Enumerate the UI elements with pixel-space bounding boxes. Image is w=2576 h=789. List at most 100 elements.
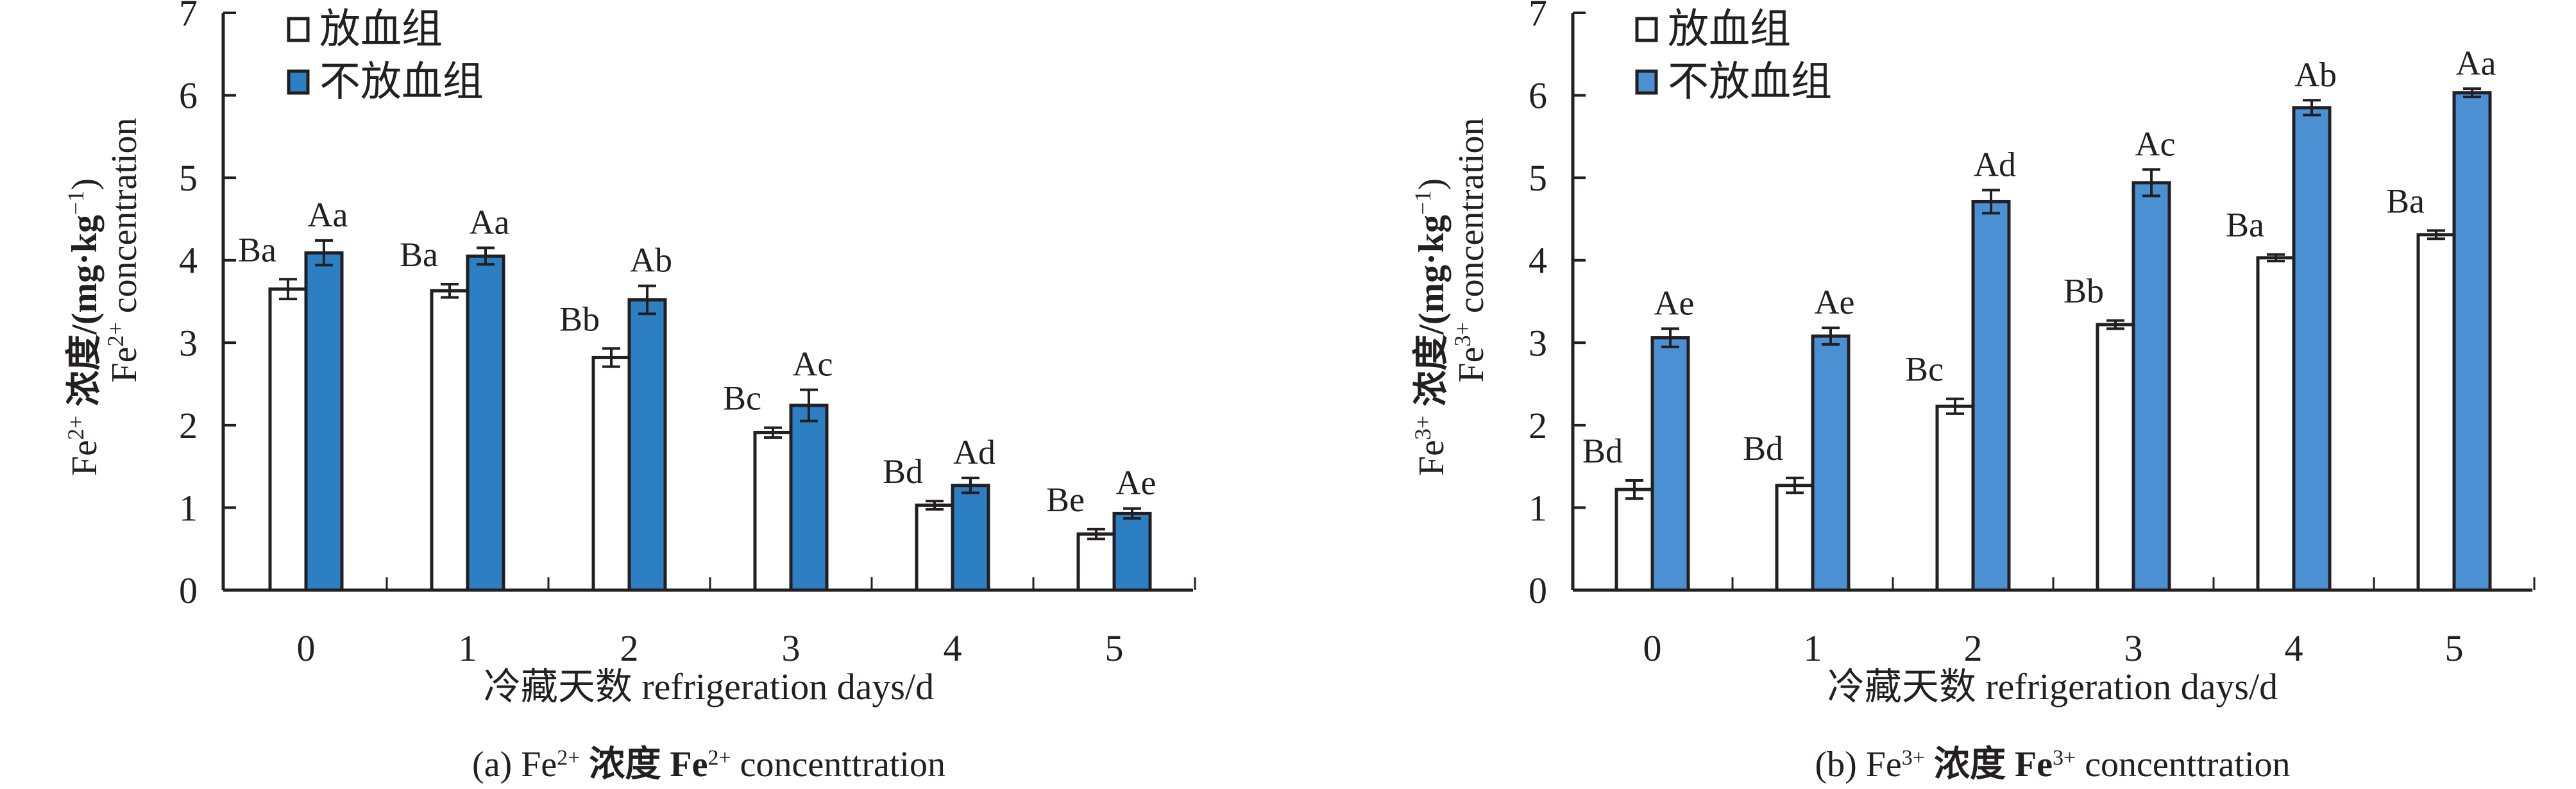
figure-caption: (b) Fe3+ 浓度 Fe3+ concenttration [1815, 745, 2290, 785]
y-label-superscript: −1 [1410, 191, 1436, 215]
bar-unbled [2452, 91, 2492, 592]
x-tick-label: 1 [459, 627, 477, 669]
significance-label: Ac [793, 345, 833, 384]
y-tick-label: 5 [1529, 157, 1547, 199]
y-label-text: 浓度/(mg·kg [1412, 215, 1452, 416]
x-tick-label: 4 [2285, 627, 2303, 669]
significance-label: Ad [953, 433, 996, 471]
x-tick-label: 5 [2445, 627, 2464, 669]
y-label-text: ) [1412, 178, 1452, 191]
chart-panel-a: 0 1 2 3 4 5 6 7 0 Ba Aa 1 Ba Aa 2 Bb Ab 3 Bc Ac 4 Bd Ad 5 Be Ae 放血… [63, 0, 1196, 785]
bar-unbled [466, 254, 505, 592]
legend-label: 放血组 [1668, 6, 1791, 53]
y-label-superscript: 3+ [1410, 416, 1436, 440]
x-tick-label: 2 [620, 627, 639, 669]
bar-unbled [1650, 336, 1690, 592]
y-label-text: concentration [105, 117, 144, 322]
significance-label: Aa [2456, 44, 2496, 82]
significance-label: Bc [723, 379, 761, 418]
bar-bled [430, 289, 470, 592]
bar-bled [1775, 484, 1815, 592]
significance-label: Ab [630, 241, 672, 280]
legend-swatch [1635, 17, 1658, 42]
significance-label: Ab [2294, 55, 2337, 94]
caption-text: concenttration [731, 745, 945, 785]
x-tick-label: 0 [297, 627, 316, 669]
bar-bled [1935, 404, 1975, 592]
y-label-text: concentration [1452, 117, 1491, 322]
x-axis-label: 冷藏天数 refrigeration days/d [484, 666, 934, 708]
significance-label: Ba [400, 235, 438, 274]
y-label-superscript: 3+ [1450, 322, 1475, 346]
caption-text: 浓度 Fe [580, 745, 708, 785]
legend-label: 不放血组 [319, 58, 484, 106]
x-tick-label: 5 [1105, 627, 1124, 669]
significance-label: Bb [2063, 272, 2104, 310]
significance-label: Be [1046, 480, 1085, 519]
significance-label: Ac [2135, 124, 2176, 163]
significance-label: Ad [1974, 145, 2016, 183]
y-axis-label-line1: Fe3+ 浓度/(mg·kg−1) [1410, 178, 1452, 476]
significance-label: Bc [1905, 350, 1944, 389]
x-tick-label: 4 [944, 627, 962, 669]
y-tick-label: 3 [1529, 322, 1547, 364]
significance-label: Ae [1116, 464, 1157, 502]
bar-bled [753, 430, 793, 592]
significance-label: Aa [470, 203, 510, 241]
significance-label: Bd [1582, 432, 1623, 470]
y-label-text: ) [65, 178, 105, 191]
bar-bled [591, 355, 631, 592]
caption-text: (b) Fe [1815, 745, 1901, 785]
significance-label: Ae [1654, 284, 1695, 322]
bar-bled [1614, 488, 1654, 592]
x-tick-label: 3 [2124, 627, 2143, 669]
caption-superscript: 3+ [2053, 746, 2076, 770]
legend-swatch [287, 69, 310, 95]
y-label-superscript: 2+ [63, 416, 89, 440]
y-tick-label: 5 [179, 157, 198, 199]
bar-bled [268, 287, 308, 592]
bar-unbled [1112, 511, 1152, 592]
bar-bled [2256, 256, 2296, 592]
y-tick-label: 0 [179, 570, 198, 611]
caption-superscript: 3+ [1902, 746, 1925, 770]
legend-label: 放血组 [319, 6, 443, 53]
figure-caption: (a) Fe2+ 浓度 Fe2+ concenttration [472, 745, 945, 785]
significance-label: Bd [1743, 429, 1783, 468]
legend-label: 不放血组 [1668, 58, 1832, 106]
caption-superscript: 2+ [557, 746, 580, 770]
y-label-text: Fe [1412, 440, 1452, 476]
chart-panel-b: 0 1 2 3 4 5 6 7 0 Bd Ae 1 Bd Ae 2 Bc Ad 3 Bb Ac 4 Ba Ab 5 Ba Aa 放血… [1410, 0, 2536, 785]
y-tick-label: 0 [1529, 570, 1547, 611]
caption-text: 浓度 Fe [1925, 745, 2053, 785]
legend-swatch [287, 17, 310, 42]
y-tick-label: 7 [1529, 0, 1547, 34]
bar-unbled [2292, 106, 2332, 592]
bar-unbled [2131, 181, 2171, 592]
caption-text: (a) Fe [472, 745, 557, 785]
y-label-text: Fe [1452, 347, 1491, 383]
y-tick-label: 3 [179, 322, 198, 364]
significance-label: Ba [238, 230, 276, 269]
y-tick-label: 2 [179, 405, 198, 446]
x-axis-label: 冷藏天数 refrigeration days/d [1827, 666, 2278, 708]
y-tick-label: 6 [179, 75, 198, 117]
y-label-text: Fe [65, 440, 105, 476]
bar-bled [1076, 532, 1116, 592]
y-tick-label: 1 [1529, 487, 1547, 529]
legend-swatch [1635, 69, 1658, 95]
significance-label: Aa [308, 196, 348, 234]
significance-label: Bb [559, 300, 600, 338]
x-tick-label: 3 [782, 627, 801, 669]
significance-label: Bd [883, 452, 923, 491]
y-tick-label: 4 [179, 240, 198, 282]
bar-unbled [627, 298, 667, 592]
caption-text: concenttration [2076, 745, 2290, 785]
y-tick-label: 6 [1529, 75, 1547, 117]
y-tick-label: 1 [179, 487, 198, 529]
x-tick-label: 0 [1643, 627, 1662, 669]
y-tick-label: 2 [1529, 405, 1547, 446]
bar-bled [915, 504, 954, 592]
significance-label: Ba [2386, 182, 2425, 220]
